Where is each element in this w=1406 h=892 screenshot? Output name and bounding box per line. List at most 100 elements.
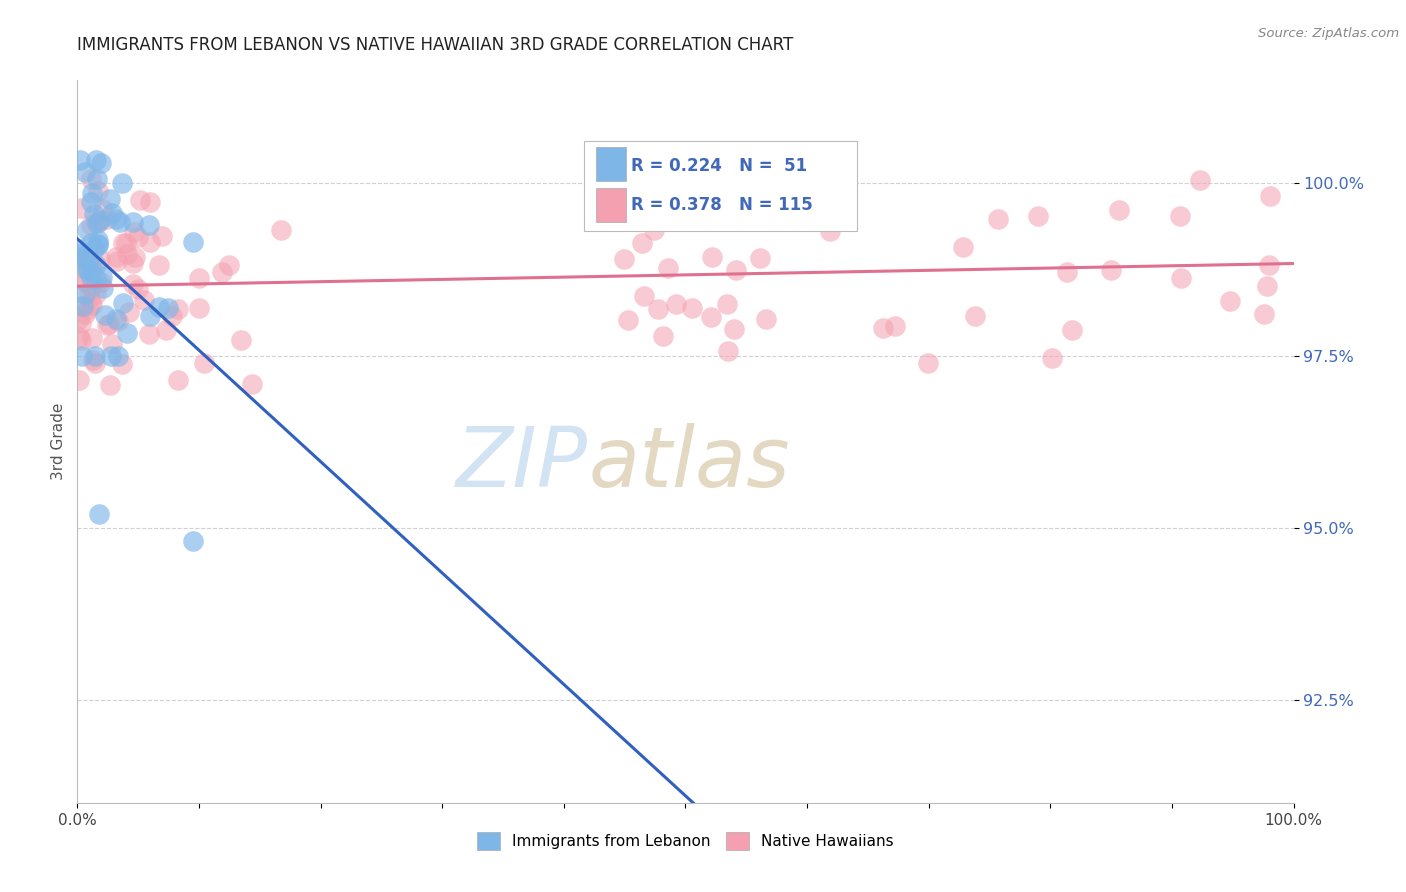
Point [80,269,103,284]
Point [157,301,180,315]
Point [756,190,779,204]
Point [75,307,97,321]
Point [124,250,146,264]
Point [104,250,127,264]
Point [89,252,111,266]
Point [101,337,124,351]
Point [96,211,118,226]
Point [617,313,640,327]
Point [70,253,93,268]
Point [138,218,160,232]
Point [101,206,124,220]
Point [965,310,987,324]
Point [695,153,717,167]
Point [82,353,104,368]
Point [725,263,748,277]
Point [69,201,91,215]
Point [67,299,90,313]
Point [80,258,103,272]
Point [718,189,741,203]
Point [1099,263,1122,277]
Point [107,314,129,328]
Point [87,184,110,198]
Point [1056,265,1078,279]
Point [155,323,177,337]
Point [114,236,136,251]
Point [917,356,939,370]
Point [80,172,103,186]
Point [1258,258,1281,272]
Point [76,262,98,277]
Point [89,507,111,521]
Point [127,229,149,244]
Point [1026,210,1049,224]
Point [681,301,703,316]
Point [84,153,107,167]
Point [91,281,114,295]
Point [111,236,134,251]
Point [80,279,103,293]
Point [138,326,160,341]
Point [723,322,745,336]
Point [211,265,233,279]
Point [72,272,94,286]
Point [702,250,724,264]
Point [79,294,101,309]
Point [122,225,145,239]
Point [139,309,162,323]
Point [270,223,292,237]
Point [73,261,96,276]
Text: Source: ZipAtlas.com: Source: ZipAtlas.com [1258,27,1399,40]
Point [105,212,128,227]
Point [87,233,110,247]
Point [1108,203,1130,218]
Point [111,357,134,371]
Point [87,215,110,229]
Point [167,373,190,387]
Point [193,356,215,370]
Point [1062,323,1084,337]
Point [80,195,103,210]
Text: R = 0.378   N = 115: R = 0.378 N = 115 [631,195,813,214]
Point [121,277,143,292]
Point [91,202,114,217]
Point [148,258,170,272]
Point [73,165,96,179]
Point [218,259,240,273]
Legend: Immigrants from Lebanon, Native Hawaiians: Immigrants from Lebanon, Native Hawaiian… [471,826,900,856]
Point [90,156,112,170]
Point [117,246,139,260]
Point [94,308,117,322]
Point [139,235,162,250]
Point [83,356,105,370]
Point [657,261,679,276]
Point [105,253,128,268]
Point [69,252,91,266]
Point [67,373,90,387]
Point [80,297,103,311]
Point [72,299,94,313]
Point [652,328,675,343]
Point [633,289,655,303]
Point [80,331,103,345]
Point [83,242,105,256]
Point [643,223,665,237]
Point [70,333,93,347]
Point [749,251,772,265]
Y-axis label: 3rd Grade: 3rd Grade [51,403,66,480]
Point [98,192,121,206]
Point [67,252,90,267]
Point [76,264,98,278]
Point [112,295,135,310]
Point [167,301,190,316]
Point [240,376,263,391]
Point [67,247,90,261]
Point [665,297,688,311]
Point [73,276,96,290]
Point [1256,278,1278,293]
Point [67,250,90,264]
Point [69,153,91,168]
Point [183,235,205,249]
Point [98,318,121,332]
Point [67,330,90,344]
